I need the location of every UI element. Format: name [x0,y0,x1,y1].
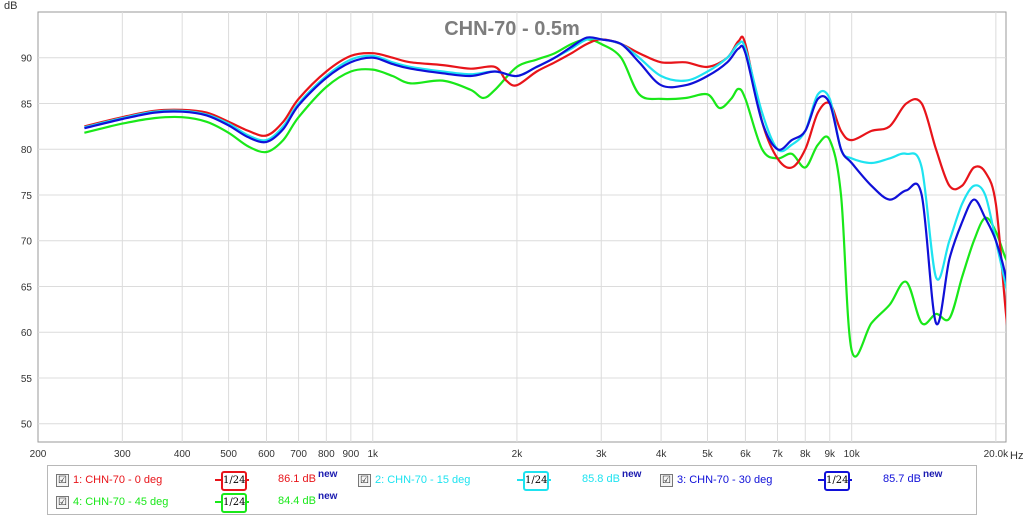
y-tick-label: 65 [21,282,33,293]
x-tick-label: 1k [367,449,379,460]
legend-checkbox-15deg[interactable]: ☑ [358,473,371,487]
x-axis-tick-labels: 200 300 400 500 600 700 800 900 1k 2k 3k 4k 5k 6k 7k 8k… [30,449,1009,460]
x-tick-label: 4k [656,449,668,460]
legend-item-45deg[interactable]: ☑ 4: CHN-70 - 45 deg [56,495,168,509]
x-tick-label: 5k [702,449,714,460]
smoothing-label-30deg: 1/24 [824,471,850,491]
x-tick-label: 600 [258,449,275,460]
frequency-response-chart: 200 300 400 500 600 700 800 900 1k 2k 3k 4k 5k 6k 7k 8k… [4,0,1023,462]
legend-level-15deg: 85.8 dB [582,473,620,485]
y-tick-label: 60 [21,328,33,339]
legend-level-30deg: 85.7 dB [883,473,921,485]
y-tick-label: 70 [21,237,33,248]
series-15deg-line [84,37,1006,292]
legend-new-30deg: new [923,469,943,480]
legend-name-15deg: 2: CHN-70 - 15 deg [375,474,471,487]
x-tick-label: 3k [596,449,608,460]
x-tick-label: 800 [318,449,335,460]
legend-new-45deg: new [318,491,338,502]
grid-lines [38,12,1006,442]
legend-item-30deg[interactable]: ☑ 3: CHN-70 - 30 deg [660,473,772,487]
legend-level-45deg: 84.4 dB [278,495,316,507]
legend-item-0deg[interactable]: ☑ 1: CHN-70 - 0 deg [56,473,162,487]
y-tick-label: 75 [21,191,33,202]
x-tick-label: 400 [174,449,191,460]
legend-name-45deg: 4: CHN-70 - 45 deg [73,496,169,509]
chart-title: CHN-70 - 0.5m [444,18,580,40]
series-45deg-line [84,38,1006,358]
smoothing-icon-45deg[interactable]: 1/24 [215,493,249,513]
y-tick-label: 50 [21,420,33,431]
x-tick-label: 200 [30,449,47,460]
smoothing-icon-15deg[interactable]: 1/24 [517,471,551,491]
legend-checkbox-45deg[interactable]: ☑ [56,495,69,509]
series-30deg-line [84,36,1006,326]
y-axis-unit-label: dB [4,0,17,12]
y-tick-label: 80 [21,145,33,156]
x-tick-label: 300 [114,449,131,460]
response-curves [84,35,1006,358]
legend-level-0deg: 86.1 dB [278,473,316,485]
smoothing-label-0deg: 1/24 [221,471,247,491]
legend-checkbox-0deg[interactable]: ☑ [56,473,69,487]
legend-name-0deg: 1: CHN-70 - 0 deg [73,474,163,487]
smoothing-icon-30deg[interactable]: 1/24 [818,471,852,491]
x-tick-label: 8k [800,449,812,460]
legend-checkbox-30deg[interactable]: ☑ [660,473,673,487]
y-tick-label: 55 [21,374,33,385]
x-tick-label: 900 [342,449,359,460]
x-axis-unit-label: Hz [1010,450,1023,462]
smoothing-icon-0deg[interactable]: 1/24 [215,471,249,491]
y-tick-label: 85 [21,99,33,110]
legend-item-15deg[interactable]: ☑ 2: CHN-70 - 15 deg [358,473,470,487]
x-tick-label: 2k [512,449,524,460]
x-tick-label: 10k [844,449,861,460]
legend-new-0deg: new [318,469,338,480]
x-tick-label: 500 [220,449,237,460]
y-tick-label: 90 [21,54,33,65]
legend-new-15deg: new [622,469,642,480]
series-0deg-line [84,35,1006,326]
smoothing-label-15deg: 1/24 [523,471,549,491]
x-tick-label: 20.0k [984,449,1009,460]
x-tick-label: 7k [772,449,784,460]
legend-panel: ☑ 1: CHN-70 - 0 deg 1/24 86.1 dB new ☑ 2: … [47,465,977,515]
y-axis-tick-labels: 50 55 60 65 70 75 80 85 90 [21,54,33,431]
smoothing-label-45deg: 1/24 [221,493,247,513]
x-tick-label: 9k [824,449,836,460]
x-tick-label: 700 [290,449,307,460]
legend-name-30deg: 3: CHN-70 - 30 deg [677,474,773,487]
x-tick-label: 6k [740,449,752,460]
